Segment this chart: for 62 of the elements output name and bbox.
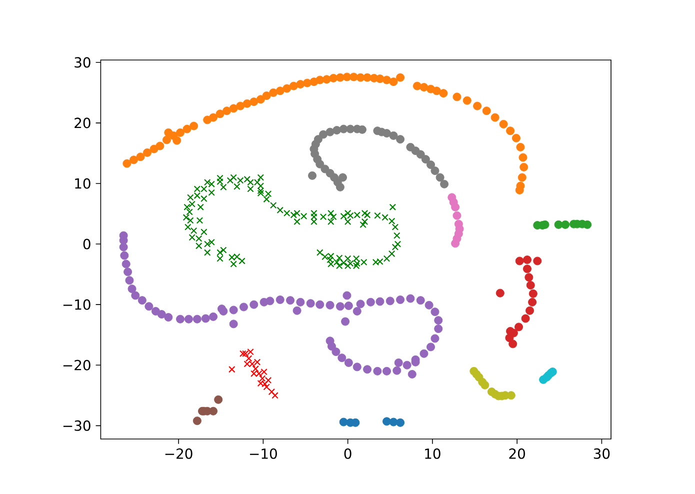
point — [522, 256, 532, 264]
point — [522, 264, 532, 274]
point — [214, 395, 223, 404]
point — [192, 416, 202, 426]
x-tick-label: 30 — [594, 448, 610, 459]
point — [515, 256, 524, 266]
point — [528, 289, 538, 298]
y-tick-label: −20 — [63, 360, 90, 370]
point — [382, 128, 391, 138]
point — [314, 135, 322, 144]
point — [319, 130, 328, 139]
y-tick-label: 30 — [74, 57, 90, 68]
point — [396, 135, 405, 144]
point — [440, 180, 449, 188]
point — [382, 417, 391, 426]
point — [526, 280, 535, 290]
point — [252, 365, 259, 372]
point — [320, 164, 330, 174]
point — [521, 314, 530, 323]
point — [326, 128, 334, 136]
point — [452, 211, 462, 220]
point — [528, 298, 537, 306]
point — [526, 306, 534, 315]
point — [209, 406, 218, 416]
x-tick-label: 10 — [425, 448, 440, 459]
point — [228, 366, 236, 373]
y-tick-label: 20 — [74, 118, 90, 128]
y-tick-label: 10 — [75, 178, 90, 189]
point — [451, 202, 460, 212]
x-tick-label: −20 — [165, 448, 192, 459]
point — [263, 384, 270, 390]
point — [389, 418, 398, 426]
x-tick-label: 0 — [344, 448, 352, 459]
point — [533, 256, 542, 266]
point — [245, 355, 252, 362]
point — [506, 326, 515, 336]
point — [257, 380, 264, 387]
point — [430, 166, 440, 176]
point — [338, 173, 347, 182]
point — [496, 288, 504, 298]
point — [426, 160, 436, 169]
point — [561, 220, 570, 229]
point — [480, 380, 490, 390]
point — [554, 220, 563, 229]
point — [436, 173, 444, 182]
point — [421, 155, 430, 164]
y-tick-label: 0 — [83, 238, 90, 250]
x-tick-label: −10 — [250, 448, 277, 459]
point — [272, 392, 278, 399]
point — [508, 340, 518, 348]
point — [514, 322, 524, 332]
point — [451, 239, 460, 248]
point — [308, 171, 317, 180]
point — [524, 273, 534, 282]
point — [416, 150, 425, 159]
point — [268, 388, 276, 396]
point — [396, 418, 405, 427]
point — [583, 220, 592, 229]
y-tick-label: −30 — [63, 420, 90, 431]
x-tick-label: 20 — [509, 448, 525, 459]
point — [389, 131, 398, 140]
y-tick-label: −10 — [63, 299, 90, 310]
